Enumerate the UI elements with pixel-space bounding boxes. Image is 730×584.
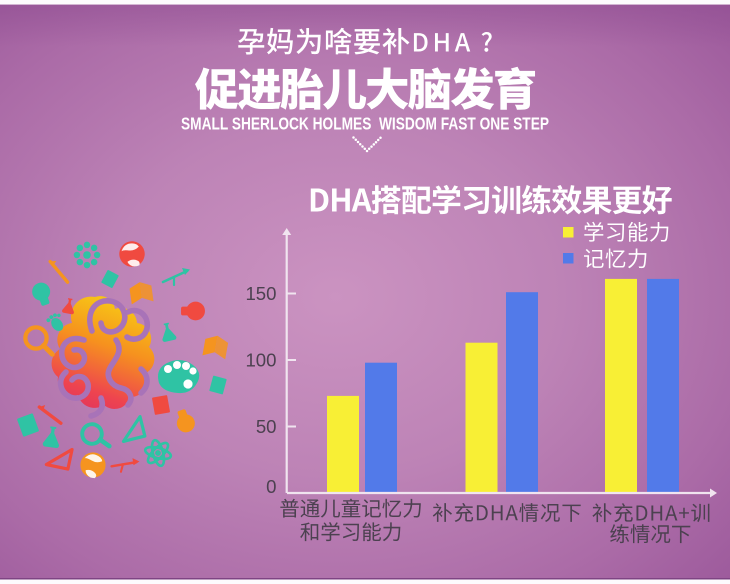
svg-text:50: 50 — [256, 416, 277, 437]
svg-text:100: 100 — [245, 350, 276, 371]
svg-text:0: 0 — [266, 476, 276, 497]
svg-text:150: 150 — [245, 283, 276, 304]
svg-text:SMALL SHERLOCK HOLMES WISDOM: SMALL SHERLOCK HOLMES WISDOM FAST ONE ST… — [181, 114, 549, 134]
